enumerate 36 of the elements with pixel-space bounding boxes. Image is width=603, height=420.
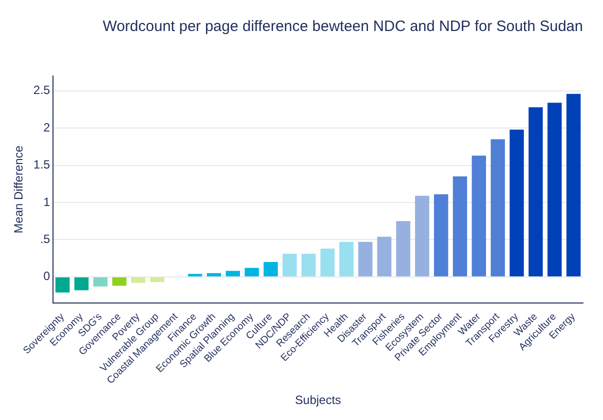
bar: [226, 270, 240, 276]
bar: [548, 102, 562, 276]
x-axis-title: Subjects: [295, 393, 342, 408]
bar: [150, 277, 164, 282]
y-tick-label: 0: [43, 269, 50, 284]
bar: [131, 277, 146, 283]
bar: [358, 242, 372, 276]
bar: [528, 107, 543, 276]
bar: [93, 277, 108, 287]
bar: [566, 94, 581, 276]
bar: [415, 196, 430, 276]
bar: [188, 274, 202, 276]
bar: [55, 277, 70, 292]
y-tick-label: 1: [43, 194, 50, 209]
bar: [206, 273, 222, 276]
bar: [74, 277, 89, 290]
bar: [490, 139, 505, 276]
bar: [434, 194, 448, 276]
bar: [472, 156, 486, 276]
y-tick-label: 2.5: [33, 83, 50, 98]
chart-title: Wordcount per page difference bewteen NDC and NDP for South Sudan: [102, 18, 583, 36]
bar: [301, 254, 316, 276]
bar: [510, 130, 524, 276]
bar: [452, 176, 468, 276]
y-axis-title: Mean Difference: [12, 145, 26, 234]
y-tick-label: 1.5: [33, 158, 50, 172]
bar: [396, 221, 410, 276]
bar: [377, 236, 392, 276]
bar: [112, 277, 126, 286]
bar: [282, 254, 297, 276]
bar: [339, 242, 354, 276]
bar: [320, 248, 335, 276]
y-tick-label: .5: [40, 232, 50, 246]
bar: [244, 268, 259, 276]
bar: [264, 262, 278, 276]
y-tick-label: 2: [43, 120, 50, 134]
